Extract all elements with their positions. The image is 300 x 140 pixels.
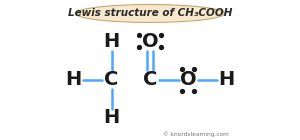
Text: © knordslearning.com: © knordslearning.com bbox=[163, 132, 229, 137]
Text: Lewis structure of CH₃COOH: Lewis structure of CH₃COOH bbox=[68, 9, 232, 18]
Text: C: C bbox=[104, 70, 119, 89]
Text: O: O bbox=[180, 70, 197, 89]
Text: O: O bbox=[142, 32, 158, 51]
Text: H: H bbox=[103, 108, 120, 128]
Text: H: H bbox=[219, 70, 235, 89]
Text: H: H bbox=[65, 70, 81, 89]
Text: C: C bbox=[143, 70, 157, 89]
Ellipse shape bbox=[75, 4, 225, 22]
Text: H: H bbox=[103, 32, 120, 51]
